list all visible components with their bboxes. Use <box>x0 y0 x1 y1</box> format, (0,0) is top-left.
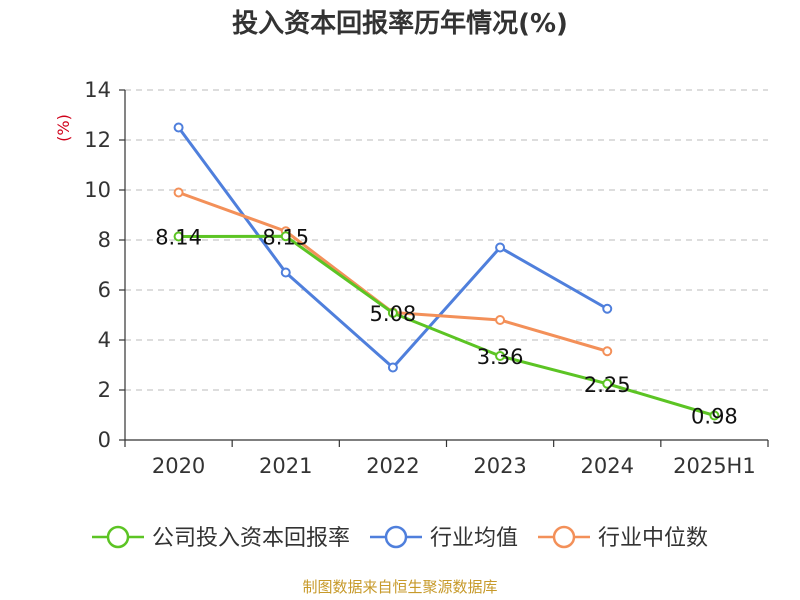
legend: 公司投入资本回报率 行业均值 行业中位数 <box>92 525 708 551</box>
data-point <box>173 187 184 198</box>
data-point <box>602 303 613 314</box>
data-source-note: 制图数据来自恒生聚源数据库 <box>302 578 498 596</box>
x-tick-label: 2025H1 <box>673 454 756 478</box>
data-point <box>495 315 506 325</box>
data-point <box>173 122 184 133</box>
legend-item[interactable]: 公司投入资本回报率 <box>92 525 350 551</box>
x-tick-label: 2020 <box>152 454 205 478</box>
legend-marker <box>106 525 130 549</box>
data-point <box>602 346 613 357</box>
y-tick-label: 2 <box>98 378 111 402</box>
data-point <box>173 231 184 242</box>
legend-label: 公司投入资本回报率 <box>152 526 350 551</box>
y-tick-label: 4 <box>98 328 111 352</box>
data-point <box>709 410 720 421</box>
legend-marker <box>552 525 576 549</box>
x-tick-label: 2024 <box>581 454 634 478</box>
y-tick-label: 0 <box>98 428 111 452</box>
y-tick-label: 12 <box>84 128 111 152</box>
data-point <box>280 267 291 278</box>
series-line <box>177 234 716 417</box>
x-tick-label: 2022 <box>366 454 419 478</box>
series-1 <box>173 122 613 373</box>
legend-marker <box>384 525 408 549</box>
series-lines <box>173 122 720 421</box>
grid-lines <box>125 89 768 391</box>
y-tick-label: 10 <box>84 178 111 202</box>
x-tick-label: 2021 <box>259 454 312 478</box>
axes: 0 2 4 6 8 10 12 14 2020 2021 2022 2023 2024 2025H1 <box>84 78 769 478</box>
legend-item[interactable]: 行业均值 <box>370 525 518 551</box>
legend-label: 行业中位数 <box>598 526 708 551</box>
y-tick-label: 8 <box>98 228 111 252</box>
y-axis-unit-label: (%) <box>54 114 73 142</box>
data-label: 8.14 <box>155 226 202 250</box>
y-tick-label: 6 <box>98 278 111 302</box>
data-point <box>387 308 398 318</box>
series-0 <box>173 231 720 421</box>
data-label: 0.98 <box>691 405 738 429</box>
data-label: 3.36 <box>477 345 524 369</box>
y-tick-label: 14 <box>84 78 111 102</box>
data-label: 5.08 <box>370 302 417 326</box>
data-point <box>387 362 398 373</box>
legend-label: 行业均值 <box>430 526 518 551</box>
data-point <box>602 378 613 389</box>
data-label: 8.15 <box>262 225 309 249</box>
data-point <box>280 231 291 242</box>
chart-title: 投入资本回报率历年情况(%) <box>232 9 568 39</box>
x-tick-label: 2023 <box>473 454 526 478</box>
legend-item[interactable]: 行业中位数 <box>538 525 708 551</box>
data-label: 2.25 <box>584 373 631 397</box>
data-labels: 8.14 8.15 5.08 3.36 2.25 0.98 <box>155 225 738 428</box>
data-point <box>495 242 506 253</box>
data-point <box>495 351 506 361</box>
